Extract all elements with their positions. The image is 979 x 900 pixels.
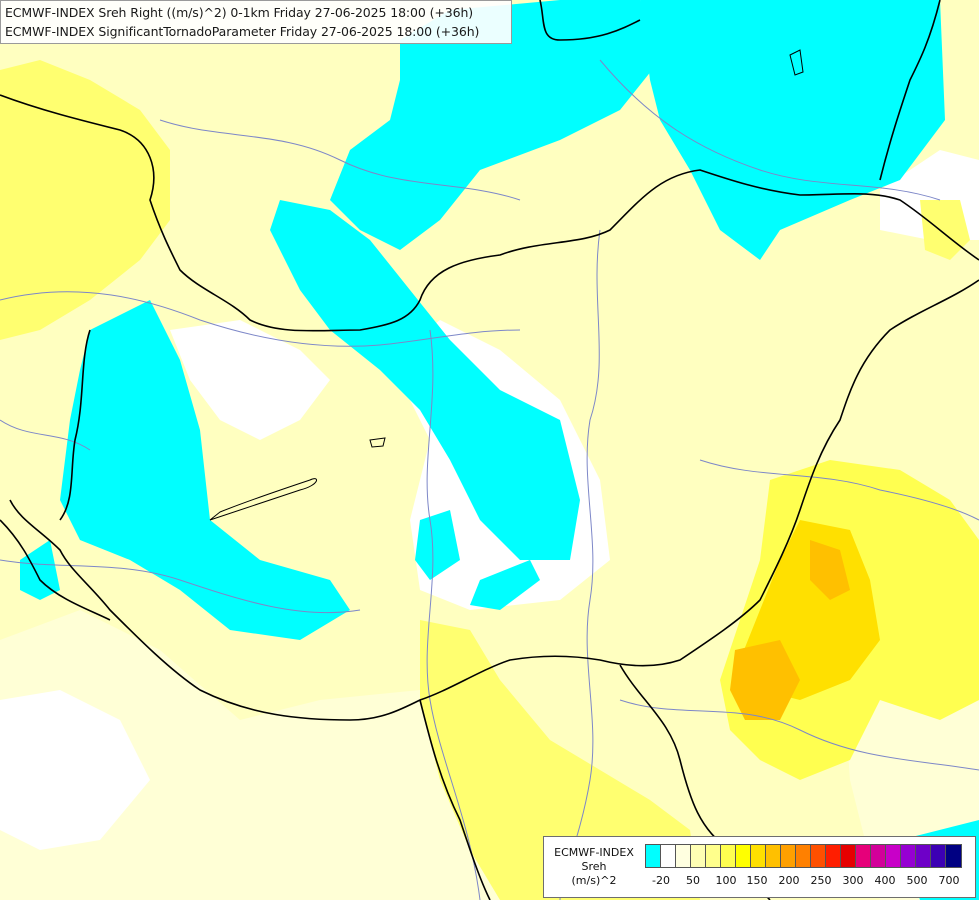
legend-color-cell [796,845,811,867]
legend-color-cell [826,845,841,867]
lake-balaton [209,478,318,521]
cyan-zone-center [270,200,580,560]
border-top [539,0,641,41]
legend-color-cell [751,845,766,867]
legend-color-cell [721,845,736,867]
cyan-zone-northeast [640,0,945,260]
border-south [9,279,979,721]
legend-tick-label: 250 [810,874,832,887]
river-north [159,119,521,201]
legend-color-cell [916,845,931,867]
river-danube [426,329,481,900]
legend-color-cell [856,845,871,867]
legend-unit: (m/s)^2 [571,874,617,887]
cyan-zone-small [415,510,460,580]
color-legend: ECMWF-INDEX Sreh (m/s)^2 -20 50 100 150 200 2… [543,836,976,898]
legend-color-cell [811,845,826,867]
cyan-zone-small-2 [470,560,540,610]
legend-tick-label: 100 [715,874,737,887]
legend-color-cell [901,845,916,867]
legend-tick-label: 400 [874,874,896,887]
legend-tick-label: 700 [938,874,960,887]
legend-color-cell [946,845,961,867]
cyan-zone-north [330,0,660,250]
orange-core-southeast [730,640,800,720]
border-north [0,94,979,332]
river-drava [0,559,361,614]
title-line-1: ECMWF-INDEX Sreh Right ((m/s)^2) 0-1km F… [5,5,474,20]
legend-color-cell [841,845,856,867]
river-east [699,459,979,521]
legend-tick-label: 200 [778,874,800,887]
pale-field-south [0,610,600,900]
yellow-zone-south [420,620,700,900]
rivers [0,59,979,900]
border-west [59,329,91,521]
legend-color-cell [886,845,901,867]
cyan-zone-west-small [20,540,60,600]
legend-color-cell [706,845,721,867]
border-northeast [879,0,941,181]
border-southwest [0,519,111,621]
legend-variable: Sreh [581,860,607,873]
legend-tick-label: 150 [746,874,768,887]
river-tisza [559,229,601,900]
river-northeast [599,59,941,201]
river-far-west [0,419,91,451]
legend-color-cell [871,845,886,867]
legend-color-bar [645,844,962,868]
river-southeast [619,699,979,771]
legend-color-cell [781,845,796,867]
yellow-zone-northwest [0,60,170,340]
legend-tick-label: -20 [652,874,670,887]
legend-color-cell [736,845,751,867]
legend-color-cell [691,845,706,867]
white-zone-west [170,320,330,440]
white-zone-southwest [0,690,150,850]
title-box: ECMWF-INDEX Sreh Right ((m/s)^2) 0-1km F… [0,0,512,44]
legend-color-cell [766,845,781,867]
orange-core-east [810,540,850,600]
border-south-2 [419,699,491,900]
river-west-east [0,291,521,347]
cyan-zone-west [60,300,350,640]
legend-color-cell [676,845,691,867]
legend-tick-label: 300 [842,874,864,887]
lake-northeast [789,49,804,76]
legend-tick-label: 50 [686,874,700,887]
title-line-2: ECMWF-INDEX SignificantTornadoParameter … [5,24,480,39]
legend-tick-label: 500 [906,874,928,887]
lake-small [369,437,386,448]
legend-source: ECMWF-INDEX [554,846,634,859]
legend-color-cell [646,845,661,867]
legend-color-cell [661,845,676,867]
legend-color-cell [931,845,946,867]
